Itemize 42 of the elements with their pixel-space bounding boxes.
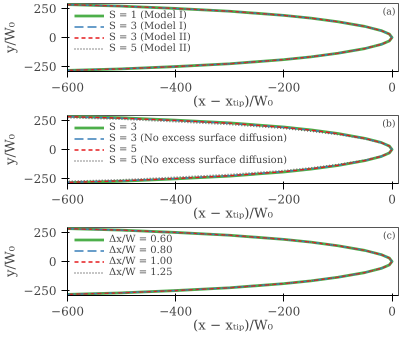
y-axis-title: y/W₀ [4,246,19,278]
annotation: (c) [382,230,396,242]
x-axis-title: (x − xₜᵢₚ)/W₀ [193,206,273,222]
x-axis-title: (x − xₜᵢₚ)/W₀ [193,318,273,334]
y-axis-title: y/W₀ [4,134,19,166]
y-tick-label: 250 [34,2,56,16]
y-axis-title: y/W₀ [4,22,19,54]
legend-label: Δx/W = 1.00 [109,256,173,267]
legend-label: S = 5 (No excess surface diffusion) [109,155,288,166]
y-tick-label: 0 [48,255,57,269]
x-tick-label: −200 [267,304,300,318]
x-tick-label: 0 [388,304,396,318]
x-axis-title: (x − xₜᵢₚ)/W₀ [193,94,273,110]
y-tick-label: 0 [48,143,57,157]
annotation: (a) [382,6,396,18]
y-tick-label: 250 [34,226,56,240]
annotation: (b) [382,118,396,130]
x-tick-label: 0 [388,80,396,94]
legend-label: Δx/W = 1.25 [109,267,173,278]
y-tick-label: 250 [34,114,56,128]
legend-label: S = 3 (No excess surface diffusion) [109,133,288,144]
legend-label: Δx/W = 0.80 [109,245,173,256]
y-tick-label: −250 [24,284,57,298]
y-tick-label: −250 [24,60,57,74]
x-tick-label: 0 [388,192,396,206]
x-tick-label: −400 [159,304,192,318]
x-tick-label: −400 [159,80,192,94]
x-tick-label: −200 [267,80,300,94]
legend-label: S = 1 (Model I) [109,10,187,21]
y-tick-label: −250 [24,172,57,186]
x-tick-label: −400 [159,192,192,206]
x-tick-label: −600 [51,192,84,206]
x-tick-label: −600 [51,80,84,94]
x-tick-label: −200 [267,192,300,206]
legend-label: Δx/W = 0.60 [109,234,173,245]
legend-label: S = 3 (Model I) [109,21,187,32]
legend-label: S = 5 (Model II) [109,43,191,54]
legend-label: S = 5 [109,144,137,155]
y-tick-label: 0 [48,31,57,45]
legend-label: S = 3 (Model II) [109,32,191,43]
legend-label: S = 3 [109,122,137,133]
x-tick-label: −600 [51,304,84,318]
